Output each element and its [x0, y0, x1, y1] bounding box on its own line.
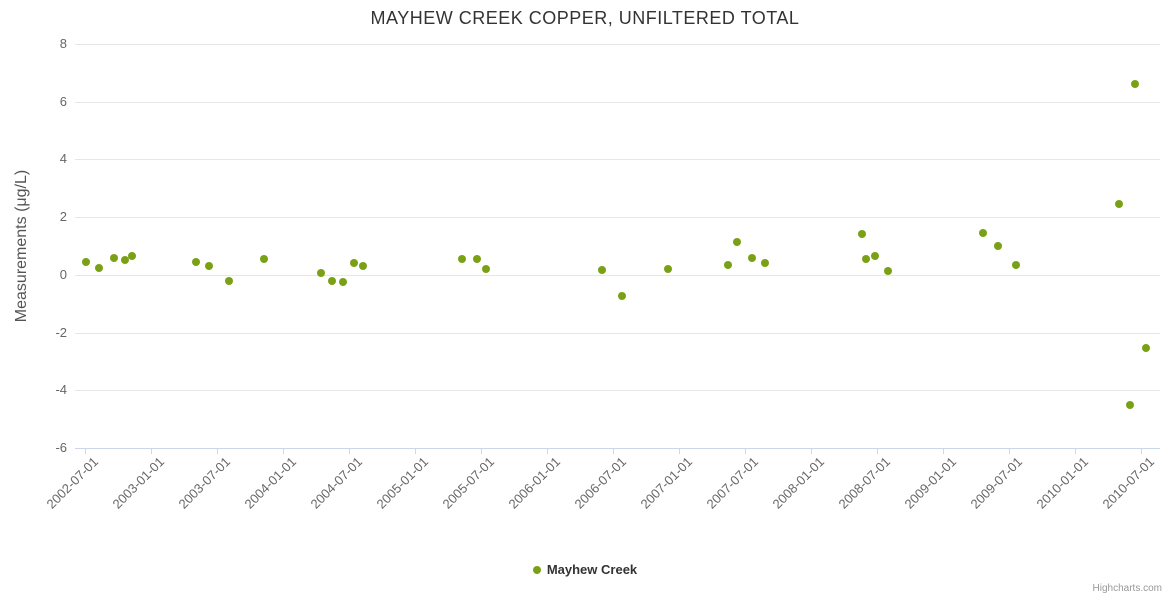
data-point[interactable]	[1114, 200, 1123, 209]
y-tick-label: 0	[59, 266, 67, 282]
legend-marker-icon	[532, 565, 541, 574]
data-point[interactable]	[978, 229, 987, 237]
y-gridline	[75, 44, 1160, 45]
x-tick-mark	[217, 448, 219, 454]
x-tick-label: 2007-01-01	[636, 454, 695, 512]
data-point[interactable]	[1130, 80, 1139, 89]
y-gridline	[75, 159, 1160, 161]
y-axis-title: Measurements (μg/L)	[13, 169, 30, 323]
x-tick-mark	[85, 448, 87, 454]
x-tick-label: 2002-07-01	[43, 454, 101, 512]
x-tick-label: 2010-07-01	[1098, 454, 1157, 512]
data-point[interactable]	[82, 257, 91, 266]
y-gridline	[75, 217, 1160, 219]
data-point[interactable]	[1141, 344, 1150, 353]
x-tick-label: 2003-01-01	[109, 454, 167, 512]
highcharts-credits-link[interactable]: Highcharts.com	[1092, 583, 1162, 594]
data-point[interactable]	[870, 252, 879, 261]
y-gridline	[75, 101, 1160, 103]
data-point[interactable]	[205, 262, 214, 271]
x-tick-label: 2006-01-01	[504, 454, 563, 512]
x-tick-mark	[151, 448, 153, 454]
data-point[interactable]	[458, 254, 467, 263]
data-point[interactable]	[128, 252, 137, 261]
x-tick-label: 2009-01-01	[900, 454, 959, 512]
data-point[interactable]	[359, 262, 368, 271]
x-tick-mark	[415, 448, 417, 454]
x-tick-label: 2008-07-01	[834, 454, 893, 512]
data-point[interactable]	[664, 264, 672, 273]
chart-title: MAYHEW CREEK COPPER, UNFILTERED TOTAL	[370, 8, 800, 28]
x-tick-mark	[1008, 448, 1010, 454]
x-tick-mark	[745, 448, 746, 454]
data-point[interactable]	[747, 253, 756, 262]
legend-label: Mayhew Creek	[546, 562, 638, 577]
x-tick-mark	[679, 448, 680, 454]
x-tick-label: 2003-07-01	[175, 454, 233, 512]
x-tick-label: 2005-07-01	[439, 454, 497, 512]
y-gridline	[75, 274, 1160, 276]
legend-item-mayhew-creek[interactable]: Mayhew Creek	[0, 562, 1170, 577]
data-point[interactable]	[120, 256, 129, 265]
data-point[interactable]	[884, 266, 892, 275]
data-point[interactable]	[481, 265, 490, 274]
x-tick-mark	[613, 448, 614, 454]
data-point[interactable]	[316, 269, 325, 278]
x-tick-label: 2006-07-01	[570, 454, 629, 512]
y-tick-label: 2	[59, 209, 67, 225]
data-point[interactable]	[95, 263, 104, 272]
x-tick-mark	[1140, 448, 1142, 454]
data-point[interactable]	[1011, 260, 1020, 269]
x-tick-mark	[283, 448, 285, 454]
x-tick-mark	[1074, 448, 1076, 454]
y-tick-label: -4	[55, 382, 67, 398]
plot-area	[75, 44, 1160, 449]
x-tick-label: 2005-01-01	[373, 454, 431, 512]
y-tick-label: 4	[59, 151, 67, 167]
y-tick-label: 8	[59, 36, 67, 51]
y-tick-label: -6	[55, 440, 67, 455]
x-tick-mark	[349, 448, 351, 454]
data-point[interactable]	[733, 237, 742, 246]
y-gridline	[75, 390, 1160, 392]
data-point[interactable]	[327, 276, 336, 285]
x-tick-mark	[547, 448, 548, 454]
x-tick-label: 2008-01-01	[768, 454, 827, 512]
data-point[interactable]	[192, 257, 201, 266]
data-point[interactable]	[225, 276, 234, 285]
x-tick-label: 2007-07-01	[702, 454, 761, 512]
y-tick-label: 6	[59, 93, 67, 109]
data-point[interactable]	[1125, 400, 1134, 409]
x-tick-mark	[811, 448, 812, 454]
x-tick-mark	[481, 448, 483, 454]
x-tick-label: 2004-01-01	[241, 454, 299, 512]
x-tick-mark	[877, 448, 878, 454]
data-point[interactable]	[857, 230, 866, 239]
data-point[interactable]	[338, 278, 347, 287]
data-point[interactable]	[862, 254, 870, 263]
x-tick-label: 2004-07-01	[307, 454, 365, 512]
data-point[interactable]	[109, 253, 118, 262]
data-point[interactable]	[349, 259, 358, 268]
data-point[interactable]	[472, 254, 481, 263]
y-gridline	[75, 332, 1160, 334]
x-tick-label: 2009-07-01	[966, 454, 1025, 512]
data-point[interactable]	[993, 242, 1002, 250]
x-tick-label: 2010-01-01	[1032, 454, 1091, 512]
data-point[interactable]	[723, 260, 732, 269]
x-tick-mark	[943, 448, 944, 454]
y-tick-label: -2	[55, 324, 67, 340]
data-point[interactable]	[760, 258, 769, 267]
data-point[interactable]	[598, 265, 606, 274]
data-point[interactable]	[617, 291, 626, 300]
data-point[interactable]	[260, 254, 269, 263]
x-axis-line	[75, 448, 1160, 449]
